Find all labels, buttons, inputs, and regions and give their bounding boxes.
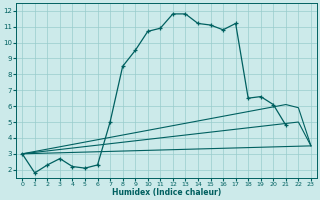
X-axis label: Humidex (Indice chaleur): Humidex (Indice chaleur) <box>112 188 221 197</box>
